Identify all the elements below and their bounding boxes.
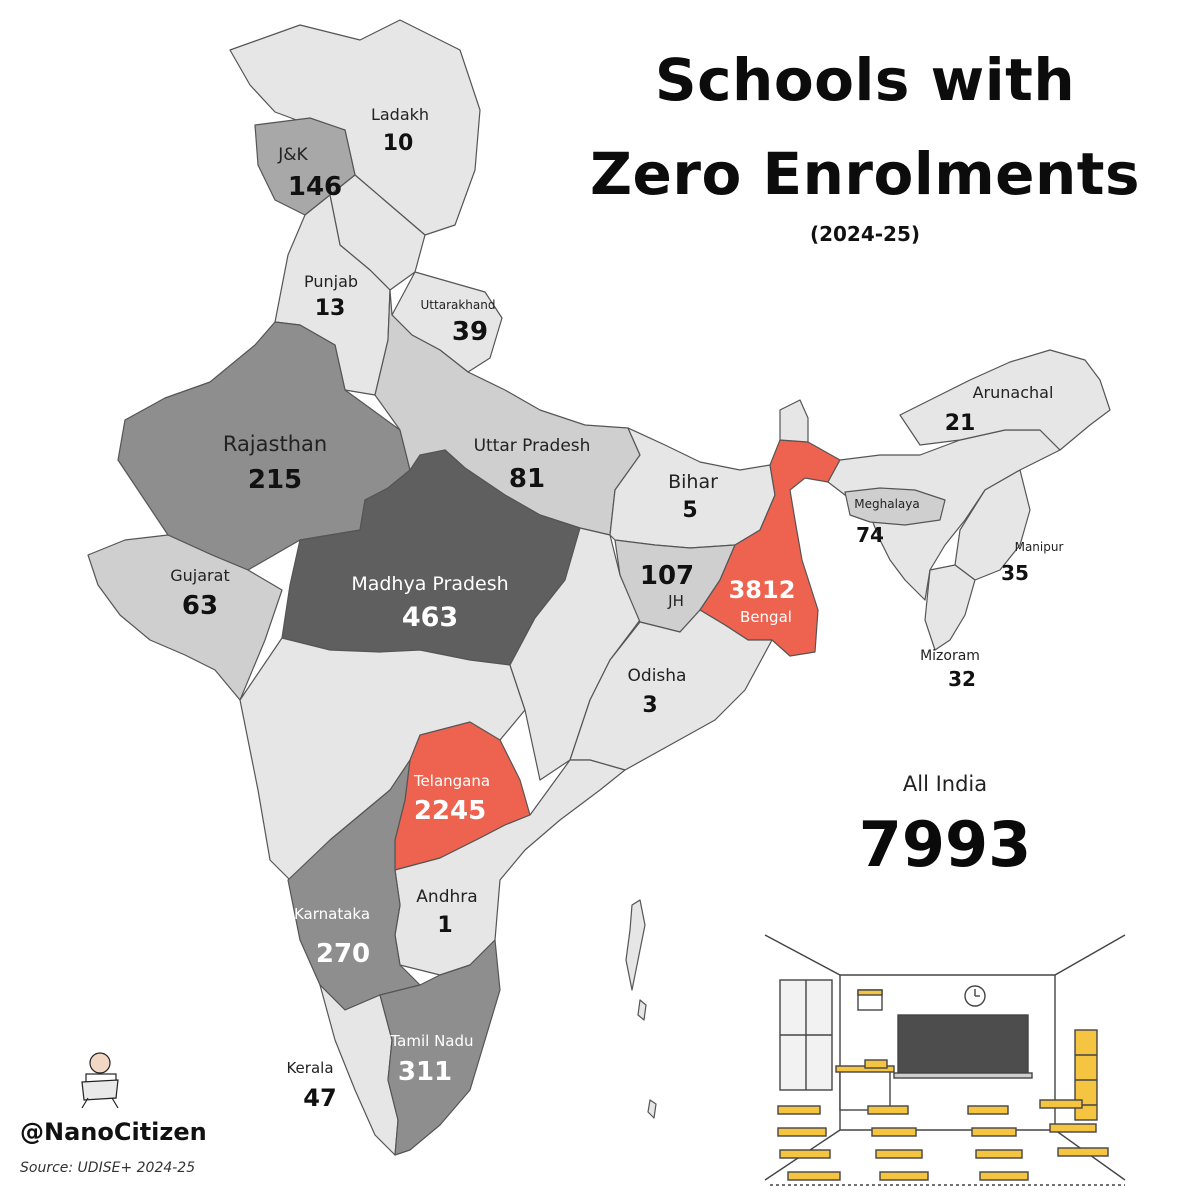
title-line-1: Schools with — [654, 46, 1076, 114]
label-punjab-value: 13 — [315, 296, 346, 321]
region-karnataka — [287, 759, 421, 1011]
all-india-label: All India — [902, 772, 988, 796]
subtitle: (2024-25) — [809, 222, 921, 246]
label-ladakh-value: 10 — [383, 131, 414, 156]
classroom-illustration — [764, 934, 1126, 1186]
label-uttarakhand-value: 39 — [452, 317, 488, 347]
label-odisha-name: Odisha — [628, 666, 687, 686]
label-andhra-name: Andhra — [416, 887, 477, 907]
label-bihar-name: Bihar — [668, 471, 718, 493]
region-manipur — [954, 469, 1031, 581]
region-sikkim — [779, 399, 809, 443]
label-gujarat-name: Gujarat — [170, 566, 229, 585]
label-rajasthan-value: 215 — [248, 465, 302, 495]
label-ladakh-name: Ladakh — [371, 105, 429, 124]
region-tamil-nadu — [379, 939, 501, 1156]
label-telangana-name: Telangana — [413, 772, 490, 790]
label-manipur-value: 35 — [1001, 561, 1029, 585]
label-bengal-value: 3812 — [729, 576, 796, 604]
label-kerala-name: Kerala — [286, 1059, 333, 1077]
region-arunachal — [899, 349, 1111, 451]
label-rajasthan-name: Rajasthan — [223, 432, 327, 456]
label-mp-value: 463 — [402, 602, 458, 633]
label-mizoram-value: 32 — [948, 667, 976, 691]
label-bengal-name: Bengal — [740, 608, 792, 626]
label-karnataka-name: Karnataka — [294, 905, 370, 923]
label-gujarat-value: 63 — [182, 591, 218, 621]
label-arunachal-name: Arunachal — [973, 383, 1054, 402]
label-kerala-value: 47 — [303, 1084, 336, 1112]
label-andhra-value: 1 — [437, 913, 452, 938]
label-meghalaya-name: Meghalaya — [854, 497, 919, 511]
label-punjab-name: Punjab — [304, 272, 358, 291]
label-telangana-value: 2245 — [414, 796, 486, 826]
label-odisha-value: 3 — [642, 693, 657, 718]
label-jk-name: J&K — [277, 145, 308, 165]
region-mizoram — [924, 564, 976, 651]
region-andaman — [625, 899, 646, 991]
label-up-value: 81 — [509, 464, 545, 494]
region-odisha — [569, 609, 773, 771]
region-meghalaya — [844, 487, 946, 526]
region-ladakh — [229, 19, 481, 236]
credit-handle: @NanoCitizen — [20, 1118, 207, 1146]
label-arunachal-value: 21 — [945, 411, 976, 436]
title-line-2: Zero Enrolments — [589, 140, 1141, 208]
label-jh-name: JH — [667, 592, 684, 610]
region-bengal — [699, 439, 841, 657]
label-tamil-nadu-value: 311 — [398, 1057, 452, 1087]
label-manipur-name: Manipur — [1015, 540, 1064, 554]
label-mp-name: Madhya Pradesh — [351, 573, 508, 595]
region-nicobar — [647, 1099, 657, 1119]
label-meghalaya-value: 74 — [856, 523, 884, 547]
region-gujarat — [87, 534, 283, 701]
label-jh-value: 107 — [640, 561, 694, 591]
label-jk-value: 146 — [288, 172, 342, 202]
label-bihar-value: 5 — [682, 498, 697, 523]
mascot-icon — [81, 1052, 119, 1109]
region-maharashtra — [239, 637, 526, 881]
label-uttarakhand-name: Uttarakhand — [421, 298, 496, 312]
label-karnataka-value: 270 — [316, 939, 370, 969]
label-mizoram-name: Mizoram — [920, 648, 980, 664]
label-tamil-nadu-name: Tamil Nadu — [389, 1032, 473, 1050]
source-note: Source: UDISE+ 2024-25 — [20, 1160, 196, 1176]
all-india-value: 7993 — [858, 808, 1032, 881]
label-up-name: Uttar Pradesh — [474, 436, 591, 456]
region-andaman-south — [637, 999, 647, 1021]
